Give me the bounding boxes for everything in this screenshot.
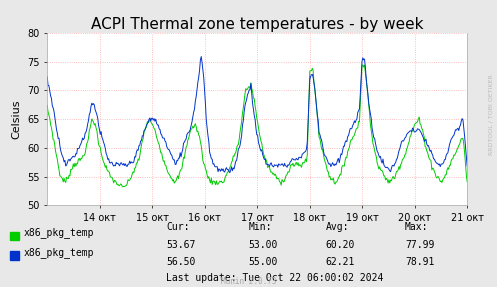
Text: Cur:: Cur: [166, 222, 190, 232]
Title: ACPI Thermal zone temperatures - by week: ACPI Thermal zone temperatures - by week [91, 17, 423, 32]
Text: Min:: Min: [248, 222, 272, 232]
Text: 53.00: 53.00 [248, 240, 278, 250]
Y-axis label: Celsius: Celsius [11, 99, 21, 139]
Text: 78.91: 78.91 [405, 257, 434, 267]
Text: 56.50: 56.50 [166, 257, 196, 267]
Text: Avg:: Avg: [326, 222, 349, 232]
Text: x86_pkg_temp: x86_pkg_temp [23, 227, 94, 238]
Text: 62.21: 62.21 [326, 257, 355, 267]
Text: Max:: Max: [405, 222, 428, 232]
Text: 53.67: 53.67 [166, 240, 196, 250]
Bar [10, 232, 19, 241]
Text: Munin 2.0.73: Munin 2.0.73 [221, 277, 276, 286]
Text: RRDTOOL / TOBI OETIKER: RRDTOOL / TOBI OETIKER [489, 74, 494, 155]
Text: 77.99: 77.99 [405, 240, 434, 250]
Text: 55.00: 55.00 [248, 257, 278, 267]
Text: x86_pkg_temp: x86_pkg_temp [23, 247, 94, 258]
Text: 60.20: 60.20 [326, 240, 355, 250]
Bar [10, 251, 19, 260]
Text: Last update: Tue Oct 22 06:00:02 2024: Last update: Tue Oct 22 06:00:02 2024 [166, 273, 384, 283]
